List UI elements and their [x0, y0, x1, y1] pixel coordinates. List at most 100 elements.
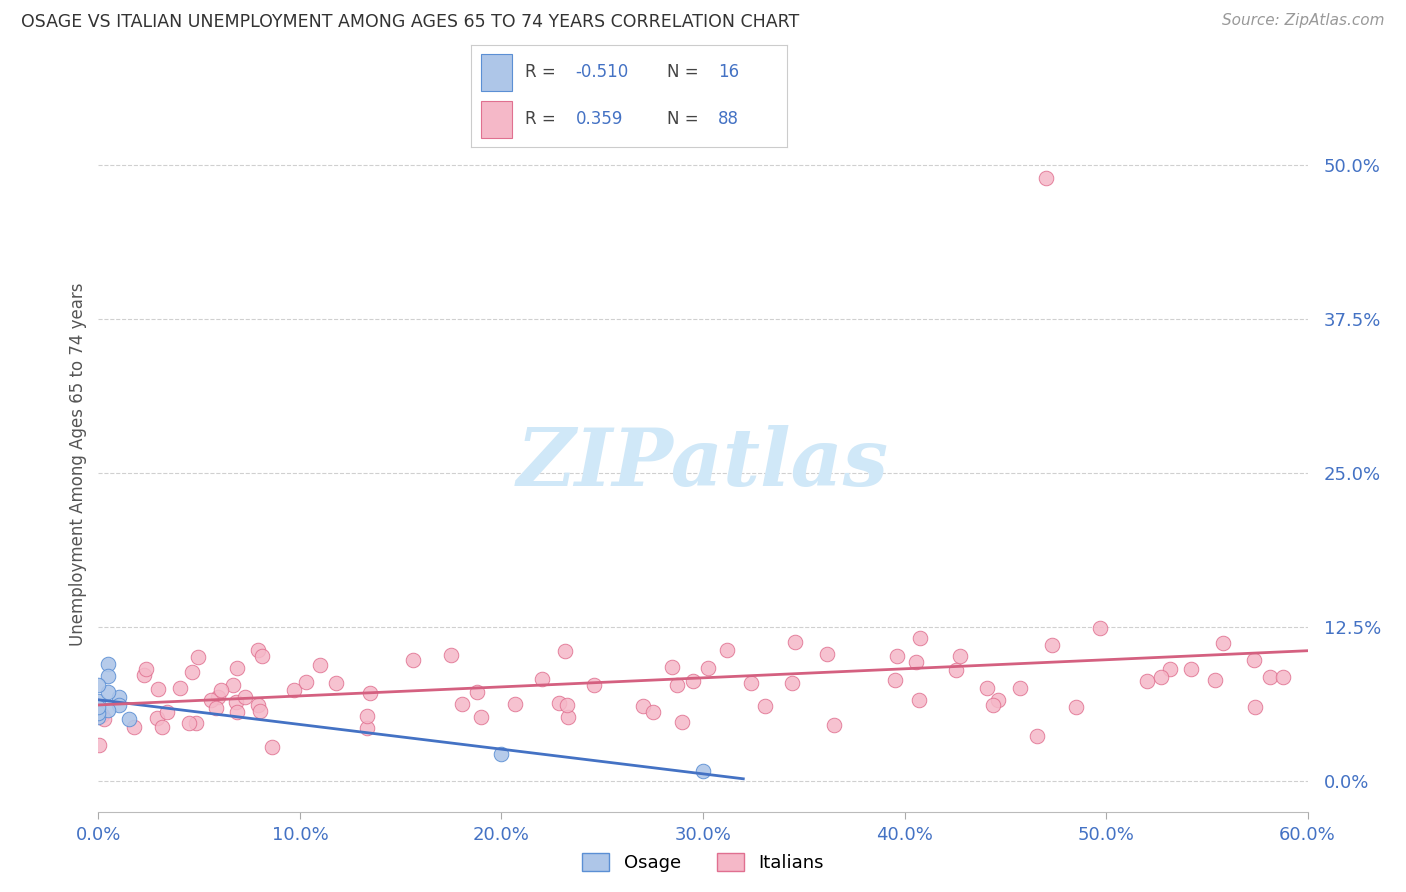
Point: [249, 704, 271, 718]
Point: [87, 700, 110, 714]
Point: [107, 690, 129, 705]
Point: [225, 705, 247, 719]
Point: [187, 649, 209, 664]
Text: OSAGE VS ITALIAN UNEMPLOYMENT AMONG AGES 65 TO 74 YEARS CORRELATION CHART: OSAGE VS ITALIAN UNEMPLOYMENT AMONG AGES…: [21, 13, 800, 31]
Point: [884, 673, 907, 688]
Point: [325, 676, 347, 690]
Point: [222, 678, 245, 692]
Point: [1244, 700, 1267, 714]
Point: [97, 669, 120, 683]
Point: [1243, 653, 1265, 667]
Point: [177, 715, 200, 730]
Point: [124, 720, 146, 734]
Point: [356, 709, 378, 723]
Point: [631, 698, 654, 713]
Point: [682, 674, 704, 689]
Text: -0.510: -0.510: [575, 63, 628, 81]
Point: [945, 663, 967, 677]
Point: [91, 708, 114, 723]
Point: [905, 655, 928, 669]
Text: 0.359: 0.359: [575, 111, 623, 128]
Point: [97, 685, 120, 699]
Point: [402, 653, 425, 667]
Point: [530, 672, 553, 686]
Point: [87, 710, 110, 724]
Point: [146, 681, 169, 696]
Point: [309, 658, 332, 673]
Point: [89, 738, 111, 752]
Point: [1035, 170, 1057, 185]
Point: [87, 706, 110, 721]
Point: [981, 698, 1004, 712]
Text: Source: ZipAtlas.com: Source: ZipAtlas.com: [1222, 13, 1385, 29]
Point: [359, 686, 381, 700]
Point: [1088, 621, 1111, 635]
Text: 16: 16: [718, 63, 740, 81]
Y-axis label: Unemployment Among Ages 65 to 74 years: Unemployment Among Ages 65 to 74 years: [69, 282, 87, 646]
Point: [118, 712, 141, 726]
Point: [209, 682, 232, 697]
Point: [87, 702, 110, 716]
Point: [135, 662, 157, 676]
Point: [184, 715, 207, 730]
Point: [780, 675, 803, 690]
Point: [754, 698, 776, 713]
Point: [440, 648, 463, 662]
Point: [671, 714, 693, 729]
Point: [1271, 670, 1294, 684]
Point: [949, 649, 972, 664]
Point: [150, 720, 173, 734]
Point: [283, 682, 305, 697]
Point: [1026, 729, 1049, 743]
Point: [908, 692, 931, 706]
Point: [87, 678, 110, 692]
Point: [107, 698, 129, 712]
Point: [1136, 674, 1159, 689]
Point: [225, 661, 247, 675]
Point: [470, 710, 492, 724]
Point: [987, 693, 1010, 707]
Point: [1212, 636, 1234, 650]
Point: [823, 718, 845, 732]
Point: [1204, 673, 1226, 687]
Point: [250, 648, 273, 663]
Point: [692, 764, 714, 778]
Point: [503, 697, 526, 711]
Text: R =: R =: [524, 63, 561, 81]
Text: N =: N =: [668, 63, 704, 81]
Point: [1040, 638, 1063, 652]
Point: [783, 634, 806, 648]
Point: [356, 721, 378, 735]
Point: [180, 665, 202, 679]
Point: [465, 685, 488, 699]
Point: [225, 695, 247, 709]
Point: [200, 693, 222, 707]
Point: [548, 696, 571, 710]
Point: [146, 711, 169, 725]
Text: 88: 88: [718, 111, 738, 128]
Point: [976, 681, 998, 695]
Point: [1010, 681, 1032, 695]
Point: [491, 747, 513, 761]
Point: [557, 709, 579, 723]
Point: [451, 697, 474, 711]
Point: [93, 712, 115, 726]
Point: [235, 690, 257, 704]
Point: [205, 701, 228, 715]
Bar: [481, 101, 512, 138]
Point: [246, 698, 269, 712]
Point: [207, 690, 229, 704]
Point: [132, 668, 155, 682]
Point: [1150, 670, 1173, 684]
Point: [97, 657, 120, 671]
Point: [696, 660, 718, 674]
Point: [156, 705, 179, 719]
Point: [262, 740, 284, 755]
Point: [666, 678, 689, 692]
Point: [716, 643, 738, 657]
Point: [555, 698, 578, 713]
Point: [643, 706, 665, 720]
Point: [661, 660, 683, 674]
Point: [246, 642, 269, 657]
Point: [87, 694, 110, 708]
